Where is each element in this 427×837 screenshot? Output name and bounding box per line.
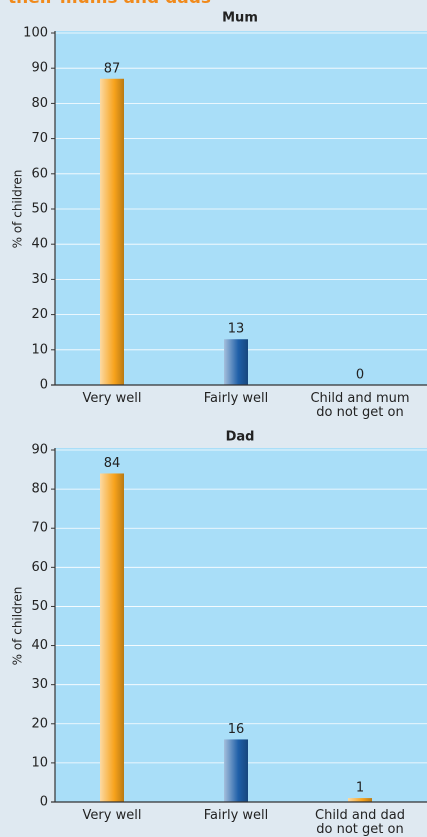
- value-label: 84: [104, 456, 121, 471]
- chart-title: Dad: [226, 430, 255, 445]
- value-label: 0: [356, 368, 364, 383]
- y-tick-label: 10: [31, 755, 48, 770]
- x-tick-label: Fairly well: [203, 808, 269, 823]
- y-axis-label: % of children: [11, 587, 25, 666]
- x-tick-label: Very well: [82, 808, 142, 823]
- x-tick-label: Fairly well: [203, 391, 269, 406]
- y-tick-label: 40: [31, 638, 48, 653]
- y-tick-label: 10: [31, 342, 48, 357]
- y-tick-label: 90: [31, 443, 48, 458]
- y-tick-label: 20: [31, 716, 48, 731]
- y-tick-label: 30: [31, 677, 48, 692]
- x-tick-label: Child and mum do not get on: [310, 391, 410, 420]
- y-tick-label: 50: [31, 202, 48, 217]
- bar: [100, 78, 124, 385]
- chart-title: Mum: [222, 11, 258, 26]
- y-tick-label: 50: [31, 599, 48, 614]
- y-tick-label: 90: [31, 61, 48, 76]
- y-tick-label: 0: [40, 795, 48, 810]
- x-tick-label: Child and dad do not get on: [315, 808, 405, 837]
- y-tick-label: 60: [31, 560, 48, 575]
- y-axis-label: % of children: [11, 170, 25, 249]
- y-tick-label: 0: [40, 378, 48, 393]
- page-title: their mums and dads: [8, 0, 211, 8]
- bar: [224, 739, 248, 802]
- value-label: 1: [356, 781, 364, 796]
- y-tick-label: 30: [31, 272, 48, 287]
- value-label: 13: [228, 322, 245, 337]
- bar: [224, 339, 248, 385]
- bar: [100, 473, 124, 802]
- y-tick-label: 80: [31, 96, 48, 111]
- y-tick-label: 80: [31, 482, 48, 497]
- y-tick-label: 70: [31, 131, 48, 146]
- y-tick-label: 70: [31, 521, 48, 536]
- y-tick-label: 60: [31, 166, 48, 181]
- value-label: 87: [104, 61, 121, 76]
- x-tick-label: Very well: [82, 391, 142, 406]
- bar: [348, 798, 372, 802]
- y-tick-label: 100: [23, 26, 48, 41]
- y-tick-label: 40: [31, 237, 48, 252]
- y-tick-label: 20: [31, 307, 48, 322]
- value-label: 16: [228, 722, 245, 737]
